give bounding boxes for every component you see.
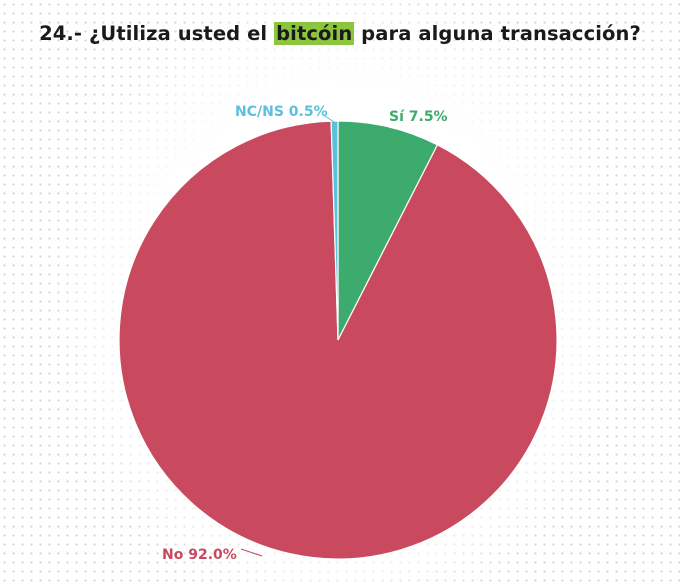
chart-title: 24.- ¿Utiliza usted el bitcóin para algu… [0,22,680,45]
leader-lines [240,113,335,557]
pie-slice-s- [337,120,439,341]
pie-slice-nc-ns [330,120,339,341]
title-suffix: para alguna transacción? [354,22,641,45]
leader-line [240,548,263,557]
slice-label: No 92.0% [162,547,237,563]
slice-labels: Sí 7.5% No 92.0% NC/NS 0.5% [162,104,448,563]
title-prefix: 24.- ¿Utiliza usted el [39,22,275,45]
title-highlight: bitcóin [274,22,355,45]
slice-label: NC/NS 0.5% [235,104,328,120]
leader-line [321,113,335,123]
slice-label: Sí 7.5% [389,109,448,125]
pie-slices [118,120,558,560]
pie-slice-no [118,120,558,560]
